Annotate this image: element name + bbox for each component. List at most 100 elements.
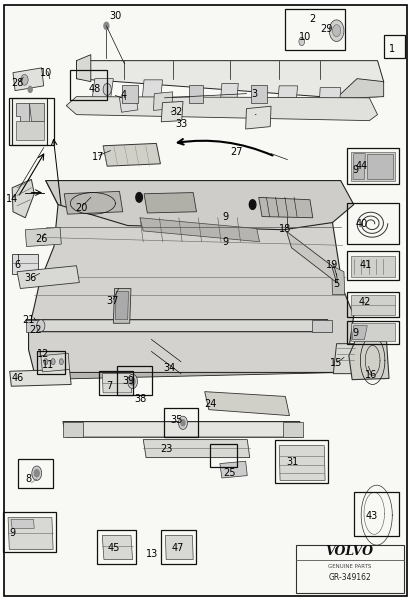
Polygon shape (337, 79, 384, 98)
Polygon shape (353, 154, 365, 179)
Polygon shape (351, 295, 395, 315)
Text: 9: 9 (9, 528, 15, 538)
Circle shape (37, 320, 45, 332)
Bar (164, 409, 198, 437)
Text: 14: 14 (6, 194, 18, 204)
Text: 23: 23 (160, 444, 172, 454)
Text: 13: 13 (146, 549, 158, 558)
Circle shape (21, 75, 28, 85)
Polygon shape (28, 180, 354, 373)
Text: 37: 37 (106, 296, 118, 305)
Text: 27: 27 (230, 147, 242, 157)
Bar (384, 35, 405, 58)
Circle shape (28, 87, 32, 93)
Bar (18, 459, 53, 487)
Polygon shape (41, 353, 69, 372)
Text: GENUINE PARTS: GENUINE PARTS (328, 564, 372, 569)
Text: 48: 48 (89, 84, 101, 94)
Bar (275, 440, 328, 483)
Polygon shape (28, 103, 44, 121)
Bar (251, 85, 267, 103)
Polygon shape (333, 344, 356, 374)
Circle shape (104, 22, 109, 29)
Circle shape (178, 416, 187, 430)
Bar (9, 98, 54, 145)
Polygon shape (26, 320, 332, 332)
Bar (37, 351, 65, 374)
Text: 24: 24 (204, 398, 217, 409)
Polygon shape (76, 61, 384, 98)
Polygon shape (64, 191, 123, 214)
Bar (97, 529, 136, 564)
Polygon shape (144, 192, 196, 213)
Text: 11: 11 (42, 359, 54, 370)
Bar (99, 371, 133, 395)
Polygon shape (16, 121, 44, 140)
Text: 20: 20 (76, 203, 88, 213)
Polygon shape (28, 355, 348, 380)
Text: 17: 17 (92, 151, 104, 162)
Text: 35: 35 (170, 415, 182, 426)
Text: 3: 3 (252, 88, 258, 99)
Text: 46: 46 (12, 373, 24, 383)
Bar (285, 9, 345, 50)
Polygon shape (120, 96, 138, 112)
Circle shape (181, 420, 185, 426)
Text: 31: 31 (286, 457, 299, 468)
Bar (118, 367, 152, 395)
Text: 34: 34 (163, 363, 175, 373)
Text: 4: 4 (120, 90, 127, 100)
Text: 32: 32 (170, 106, 182, 117)
Polygon shape (63, 422, 83, 437)
Polygon shape (351, 152, 395, 180)
Polygon shape (319, 88, 341, 116)
Polygon shape (351, 323, 395, 341)
Polygon shape (140, 218, 260, 242)
Polygon shape (367, 154, 393, 179)
Polygon shape (10, 370, 71, 386)
Text: 8: 8 (25, 474, 32, 484)
Polygon shape (17, 266, 79, 288)
Polygon shape (351, 256, 395, 276)
Circle shape (329, 20, 344, 41)
Polygon shape (115, 291, 129, 320)
Bar (70, 70, 107, 100)
Text: 25: 25 (223, 468, 236, 478)
Polygon shape (91, 79, 113, 109)
Text: 39: 39 (122, 376, 135, 386)
Bar (296, 545, 404, 593)
Text: 16: 16 (365, 370, 378, 380)
Circle shape (130, 378, 135, 385)
Text: 21: 21 (22, 316, 35, 325)
Polygon shape (113, 288, 131, 323)
Bar (354, 492, 399, 535)
Polygon shape (66, 97, 378, 121)
Polygon shape (332, 266, 345, 294)
Bar (3, 511, 56, 552)
Circle shape (34, 469, 39, 477)
Polygon shape (102, 374, 132, 393)
Text: 40: 40 (356, 219, 368, 229)
Polygon shape (352, 326, 367, 340)
Polygon shape (12, 254, 37, 273)
Polygon shape (219, 84, 238, 114)
Bar (210, 444, 238, 467)
Text: 30: 30 (109, 11, 122, 20)
Polygon shape (12, 98, 46, 145)
Text: 12: 12 (37, 349, 49, 359)
Bar (347, 148, 399, 183)
Text: 2: 2 (309, 14, 315, 23)
Circle shape (103, 84, 111, 96)
Bar (122, 85, 138, 103)
Circle shape (51, 359, 55, 365)
Polygon shape (12, 179, 34, 218)
Bar (189, 85, 203, 103)
Circle shape (44, 359, 48, 365)
Text: 10: 10 (40, 68, 53, 78)
Text: 9: 9 (222, 212, 228, 222)
Text: 15: 15 (330, 358, 343, 368)
Text: 33: 33 (175, 118, 188, 129)
Polygon shape (46, 180, 354, 230)
Polygon shape (276, 86, 298, 115)
Circle shape (32, 466, 42, 480)
